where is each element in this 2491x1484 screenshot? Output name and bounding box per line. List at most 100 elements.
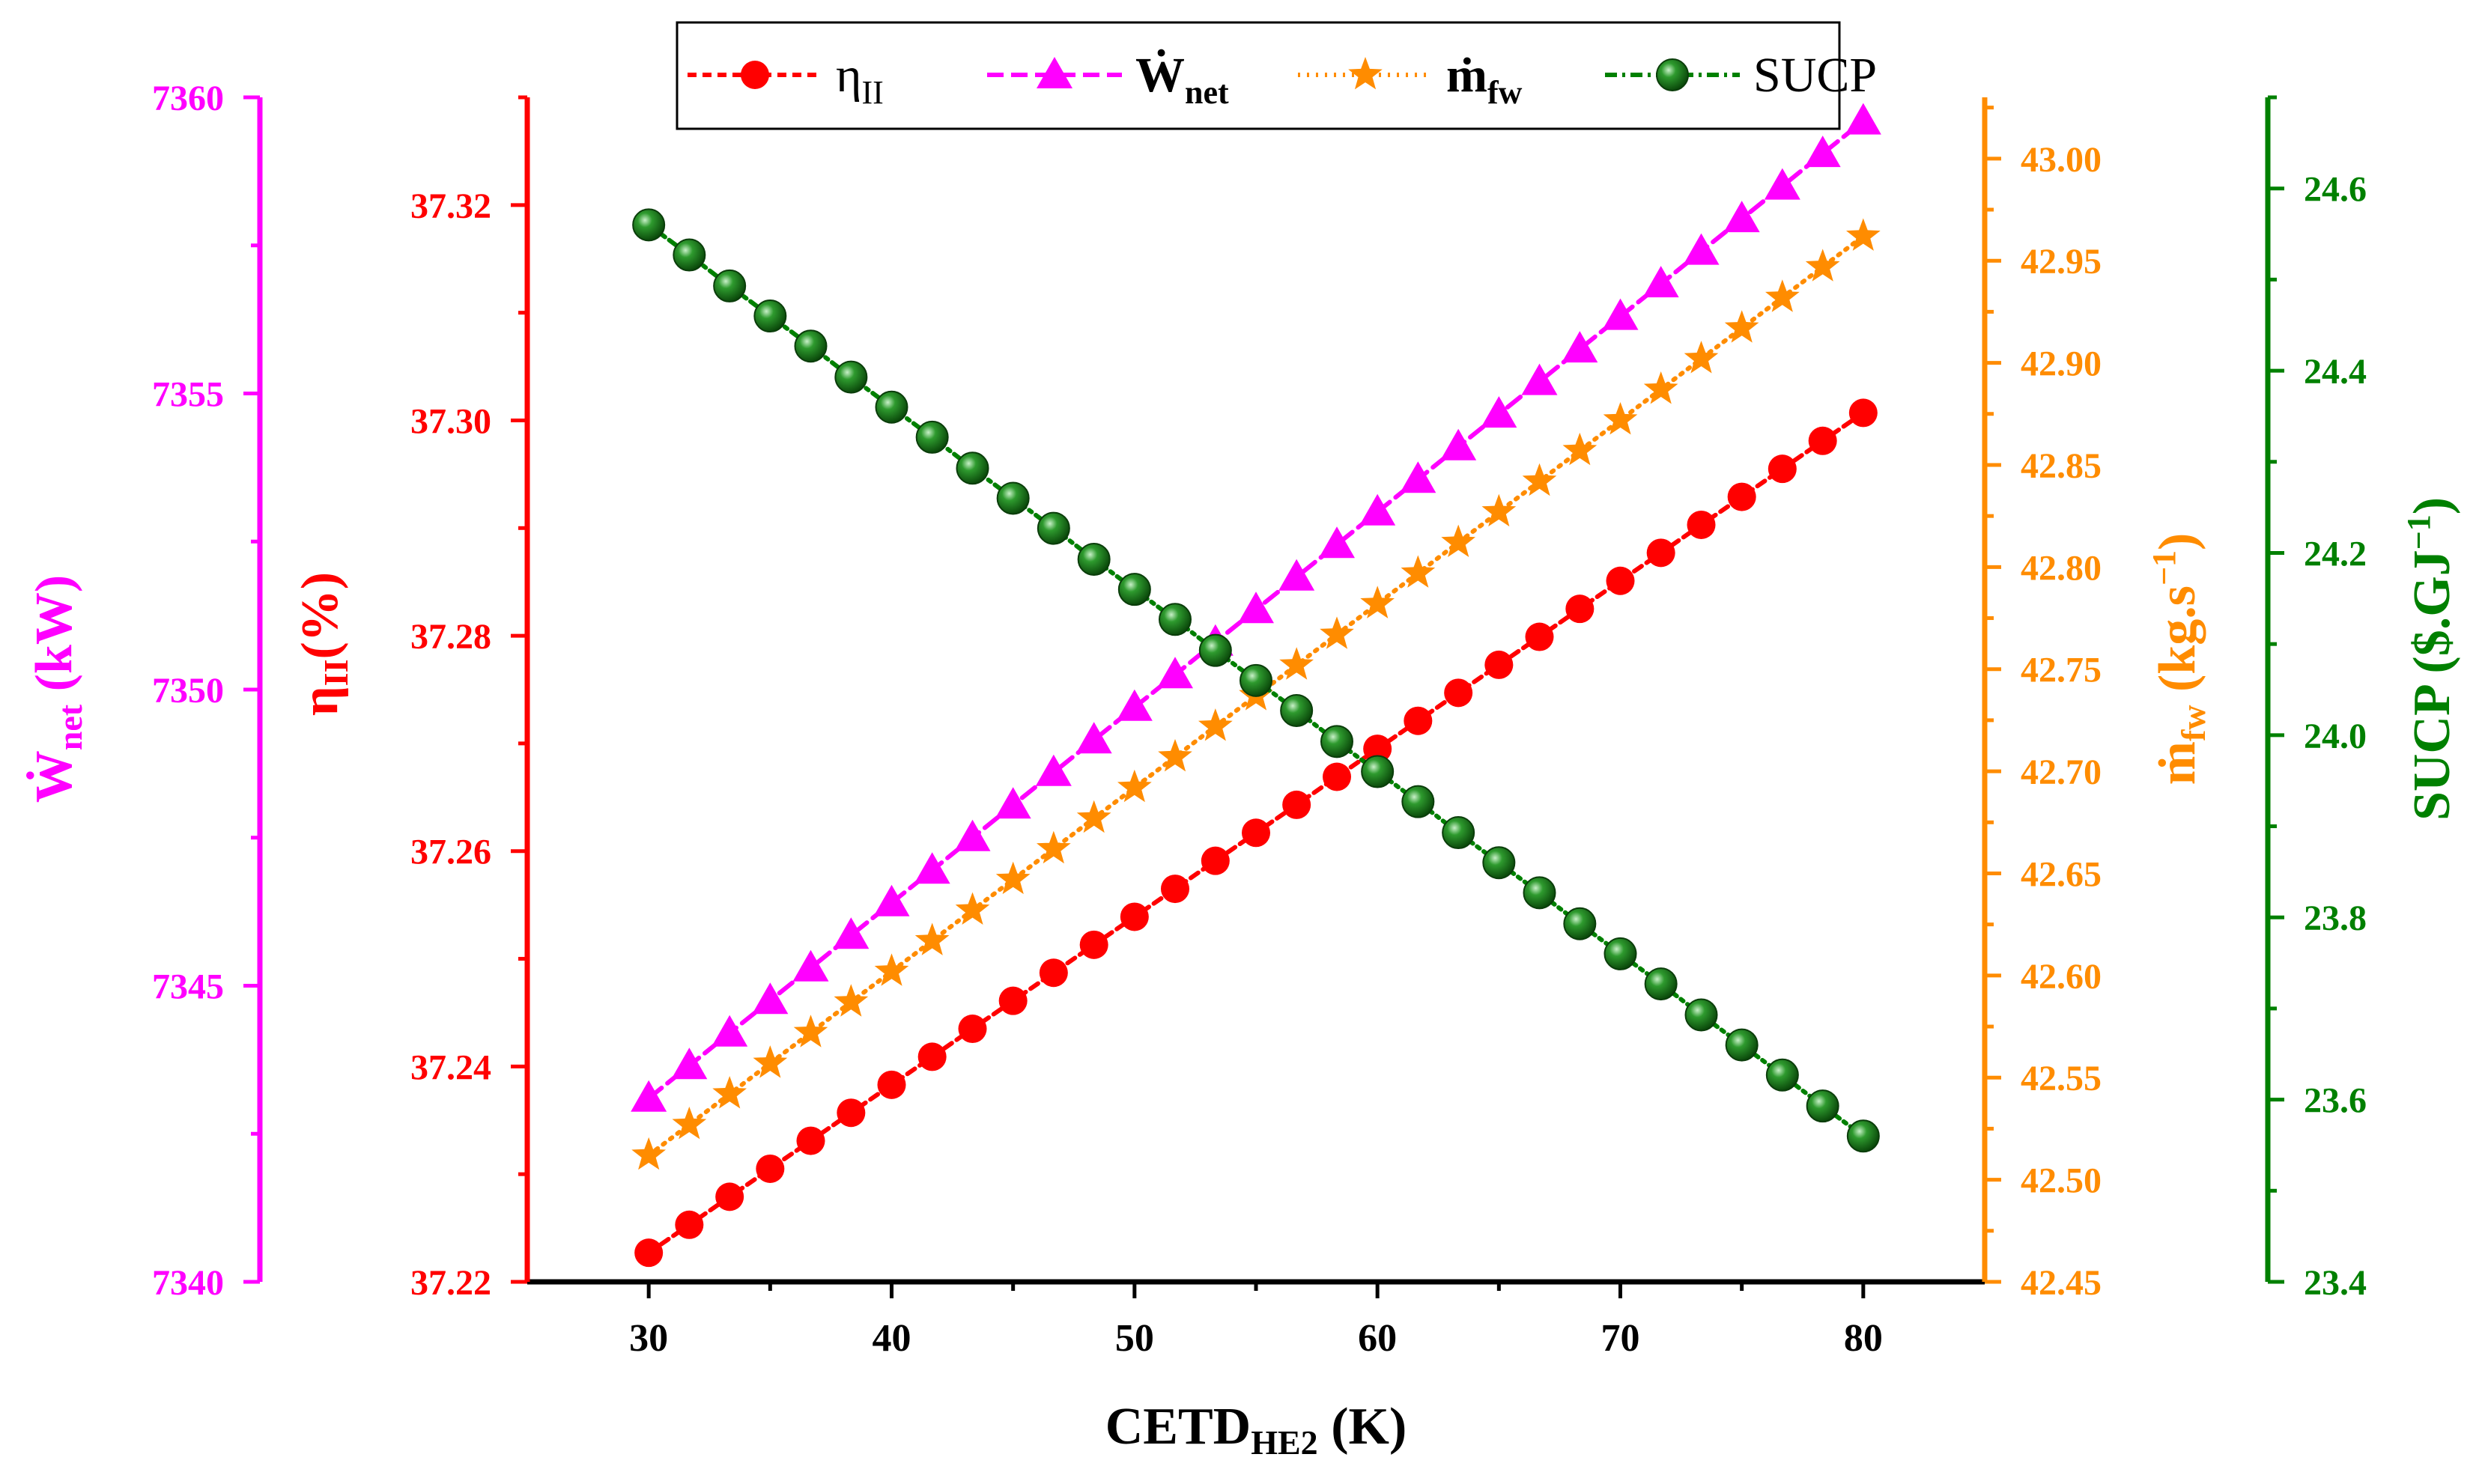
mfw-axis-title-sub: fw <box>2174 705 2212 742</box>
data-point-mfw <box>1441 524 1475 557</box>
mfw-tick-label: 42.90 <box>2021 344 2102 384</box>
data-point-eta <box>877 1070 906 1099</box>
data-point-mfw <box>712 1076 747 1109</box>
legend-marker-mfw <box>1348 57 1383 90</box>
series-layer <box>631 103 1881 1268</box>
eta-tick-label: 37.32 <box>410 186 491 226</box>
data-point-mfw <box>1076 800 1111 833</box>
data-point-sucp <box>1037 511 1070 545</box>
data-point-eta <box>1079 930 1108 959</box>
data-point-eta <box>1039 958 1068 988</box>
data-point-eta <box>1687 510 1716 539</box>
mfw-tick-label: 42.55 <box>2021 1059 2102 1098</box>
legend-item-mfw: ṁfw <box>1298 48 1523 111</box>
data-point-eta <box>634 1238 664 1268</box>
data-point-eta <box>1484 650 1514 679</box>
sucp-tick-label: 24.2 <box>2304 534 2367 574</box>
data-point-wnet <box>995 787 1031 819</box>
legend-item-sucp: SUCP <box>1605 48 1877 103</box>
data-point-mfw <box>874 953 909 986</box>
sucp-tick-label: 24.6 <box>2304 170 2367 210</box>
data-point-mfw <box>1481 493 1517 527</box>
data-point-wnet <box>752 982 789 1015</box>
data-point-sucp <box>1442 816 1475 850</box>
eta-tick-label: 37.24 <box>410 1047 491 1087</box>
data-point-sucp <box>956 451 989 485</box>
data-point-wnet <box>1359 493 1396 526</box>
data-point-eta <box>1323 762 1352 791</box>
data-point-mfw <box>1158 739 1192 772</box>
data-point-eta <box>998 986 1028 1015</box>
data-point-mfw <box>955 892 990 925</box>
data-point-mfw <box>1198 708 1233 741</box>
eta-axis-title-main: η <box>291 686 349 716</box>
mfw-axis-title-main: ṁ <box>2149 741 2206 785</box>
data-point-sucp <box>1240 663 1272 697</box>
eta-axis-title: ηII(%) <box>291 572 355 716</box>
data-point-sucp <box>1361 755 1395 788</box>
x-tick-label: 50 <box>1115 1317 1154 1360</box>
data-point-wnet <box>1481 396 1517 428</box>
data-point-wnet <box>1116 689 1153 721</box>
data-point-sucp <box>794 329 828 363</box>
data-point-sucp <box>1563 907 1597 940</box>
data-point-sucp <box>713 269 747 302</box>
legend-item-wnet: Ẇnet <box>987 48 1229 111</box>
series-eta <box>634 398 1878 1268</box>
data-point-wnet <box>1156 657 1193 689</box>
mfw-tick-label: 42.60 <box>2021 957 2102 997</box>
wnet-tick-label: 7345 <box>152 967 224 1007</box>
data-point-mfw <box>914 922 950 955</box>
sucp-tick-label: 24.0 <box>2304 717 2367 756</box>
mfw-tick-label: 42.80 <box>2021 548 2102 588</box>
data-point-sucp <box>1806 1089 1839 1123</box>
legend-marker-eta <box>741 61 769 89</box>
data-point-wnet <box>631 1080 667 1112</box>
legend-label-sub: II <box>862 74 884 111</box>
data-point-mfw <box>1724 310 1759 343</box>
data-point-sucp <box>1725 1028 1759 1062</box>
data-point-mfw <box>1037 830 1071 864</box>
wnet-tick-label: 7340 <box>152 1263 224 1303</box>
data-point-sucp <box>1644 967 1678 1001</box>
data-point-sucp <box>673 238 706 272</box>
data-point-eta <box>958 1015 987 1044</box>
data-point-sucp <box>1401 785 1435 818</box>
data-point-mfw <box>995 861 1031 895</box>
mfw-tick-label: 42.50 <box>2021 1161 2102 1201</box>
data-point-wnet <box>1845 103 1881 135</box>
mfw-tick-label: 42.75 <box>2021 651 2102 690</box>
data-point-eta <box>1808 426 1837 455</box>
wnet-axis-title-sub: net <box>51 704 89 750</box>
x-tick-label: 80 <box>1844 1317 1883 1360</box>
data-point-sucp <box>1846 1119 1880 1153</box>
sucp-tick-label: 23.4 <box>2304 1263 2367 1303</box>
data-point-wnet <box>1440 428 1477 460</box>
data-point-sucp <box>875 390 908 424</box>
data-point-eta <box>1848 398 1878 428</box>
legend-box <box>676 21 1841 130</box>
data-point-eta <box>1768 454 1797 484</box>
data-point-sucp <box>1523 876 1556 910</box>
legend-label-sub: net <box>1185 74 1229 111</box>
data-point-mfw <box>834 984 869 1017</box>
sucp-axis-title-sup: −1 <box>2400 514 2437 550</box>
mfw-axis-title-unit: (kg.s <box>2149 586 2206 705</box>
data-point-wnet <box>792 949 829 982</box>
sucp-tick-label: 24.4 <box>2304 352 2367 392</box>
data-point-wnet <box>1075 722 1112 754</box>
x-axis-title: CETDHE2 (K) <box>1105 1398 1407 1462</box>
data-point-mfw <box>793 1015 828 1047</box>
data-point-mfw <box>1562 432 1598 466</box>
data-point-sucp <box>915 420 949 454</box>
legend-marker-wnet <box>1037 57 1072 88</box>
data-point-mfw <box>1401 555 1436 588</box>
data-point-mfw <box>1805 249 1840 282</box>
mfw-tick-label: 43.00 <box>2021 140 2102 180</box>
data-point-eta <box>1404 706 1433 735</box>
data-point-eta <box>1201 846 1230 875</box>
eta-tick-label: 37.28 <box>410 617 491 657</box>
data-point-sucp <box>1482 846 1516 880</box>
legend-label-main: ṁ <box>1446 48 1487 103</box>
